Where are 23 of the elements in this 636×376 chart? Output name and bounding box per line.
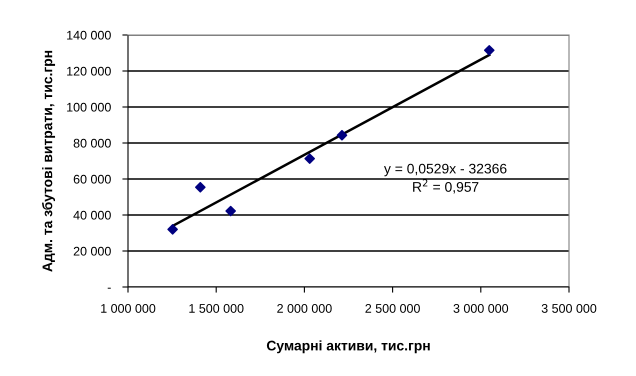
point bbox=[304, 153, 315, 164]
x-axis-title: Сумарні активи, тис.грн bbox=[266, 340, 430, 354]
point bbox=[336, 130, 348, 141]
x-tick-label: 1 500 000 bbox=[189, 304, 244, 313]
point bbox=[484, 45, 495, 56]
y-tick-label: 20 000 bbox=[74, 246, 111, 256]
y-tick-label: 60 000 bbox=[74, 174, 111, 184]
y-tick-label: 120 000 bbox=[67, 66, 111, 76]
y-tick-label: 80 000 bbox=[74, 138, 111, 148]
point bbox=[167, 224, 178, 235]
y-tick-label: 40 000 bbox=[73, 210, 111, 220]
x-tick-label: 1 000 000 bbox=[101, 304, 156, 313]
point bbox=[195, 182, 206, 193]
annotation: y = 0,0529x - 32366 bbox=[384, 164, 506, 176]
x-tick-label: 2 000 000 bbox=[277, 304, 332, 313]
y-tick-label: 140 000 bbox=[67, 30, 111, 40]
y-axis-title: Адм. та збутові витрати, тис.грн bbox=[42, 50, 56, 272]
y-tick-label: 100 000 bbox=[67, 102, 111, 112]
x-tick-label: 3 500 000 bbox=[542, 304, 596, 313]
x-tick-label: 3 000 000 bbox=[453, 304, 508, 313]
point bbox=[225, 206, 236, 216]
x-tick-label: 2 500 000 bbox=[365, 304, 420, 313]
y-tick-label: - bbox=[108, 288, 111, 289]
